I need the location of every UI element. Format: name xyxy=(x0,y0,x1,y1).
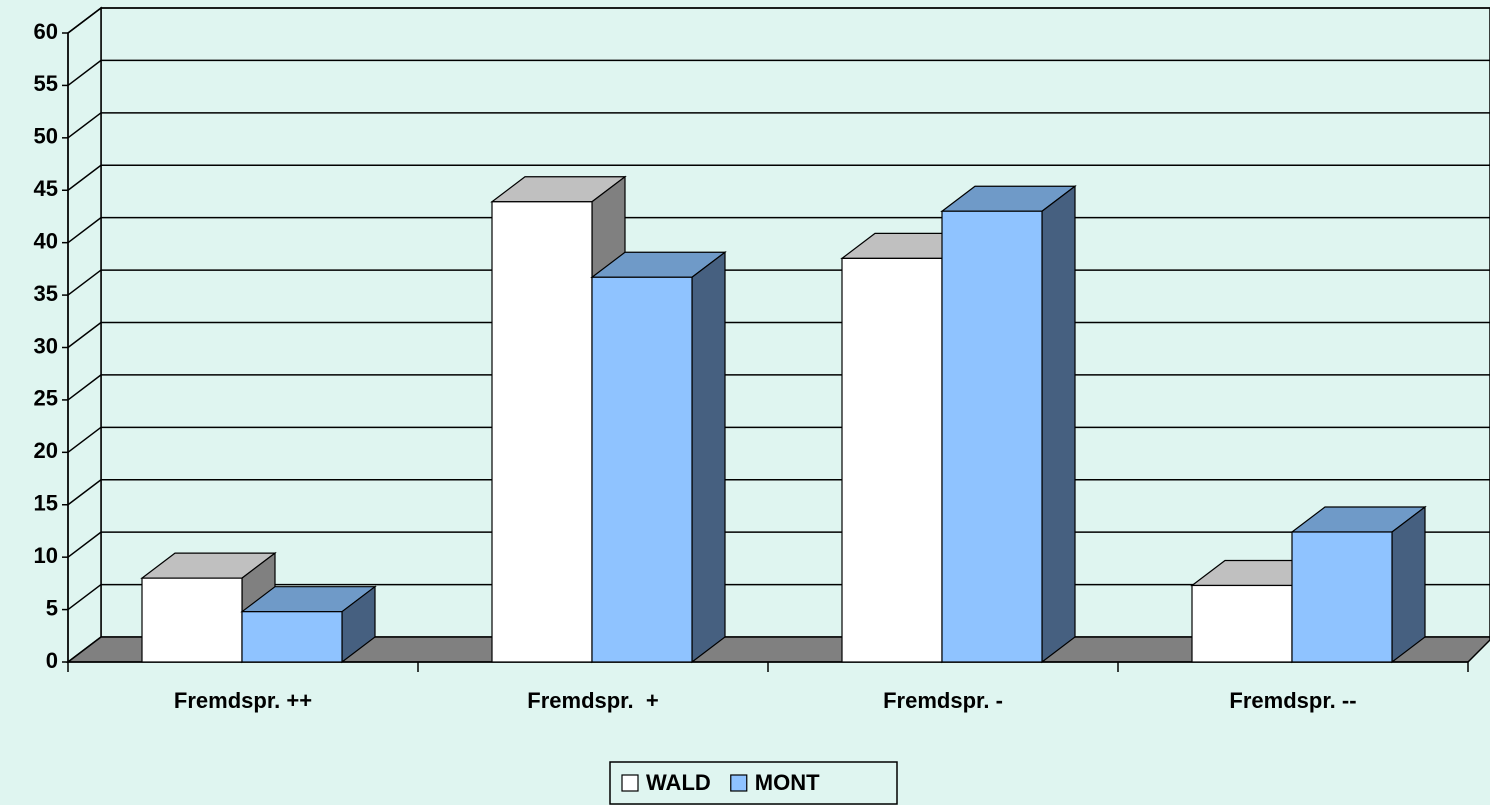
y-tick-label: 5 xyxy=(46,595,58,620)
bar xyxy=(591,276,693,663)
bar xyxy=(491,201,593,663)
legend-swatch xyxy=(621,774,639,792)
grid-line xyxy=(67,112,1490,139)
bar-side xyxy=(1391,505,1426,664)
legend xyxy=(609,761,898,805)
y-tick-label: 40 xyxy=(34,228,58,253)
y-tick-label: 35 xyxy=(34,281,58,306)
bar xyxy=(241,611,343,663)
x-tick-label: Fremdspr. + xyxy=(527,688,658,713)
bar xyxy=(841,257,943,663)
bar-side xyxy=(1041,185,1076,664)
y-tick-label: 0 xyxy=(46,648,58,673)
y-tick-label: 55 xyxy=(34,71,58,96)
y-tick-label: 45 xyxy=(34,176,58,201)
y-tick-label: 10 xyxy=(34,543,58,568)
legend-label: WALD xyxy=(646,770,711,795)
y-tick-label: 25 xyxy=(34,386,58,411)
bar-side xyxy=(691,251,726,664)
grid-line xyxy=(67,164,1490,191)
x-tick-label: Fremdspr. - xyxy=(883,688,1003,713)
bar xyxy=(141,577,243,663)
y-tick-label: 30 xyxy=(34,333,58,358)
bar xyxy=(1191,584,1293,663)
x-tick-label: Fremdspr. ++ xyxy=(174,688,312,713)
grid-line xyxy=(67,7,1490,34)
y-tick-label: 50 xyxy=(34,124,58,149)
bar xyxy=(941,210,1043,663)
y-tick-label: 15 xyxy=(34,491,58,516)
y-tick-label: 20 xyxy=(34,438,58,463)
grid-line xyxy=(67,59,1490,87)
legend-swatch xyxy=(730,774,748,792)
x-tick-label: Fremdspr. -- xyxy=(1229,688,1356,713)
legend-label: MONT xyxy=(755,770,820,795)
bar xyxy=(1291,531,1393,663)
y-tick-label: 60 xyxy=(34,19,58,44)
